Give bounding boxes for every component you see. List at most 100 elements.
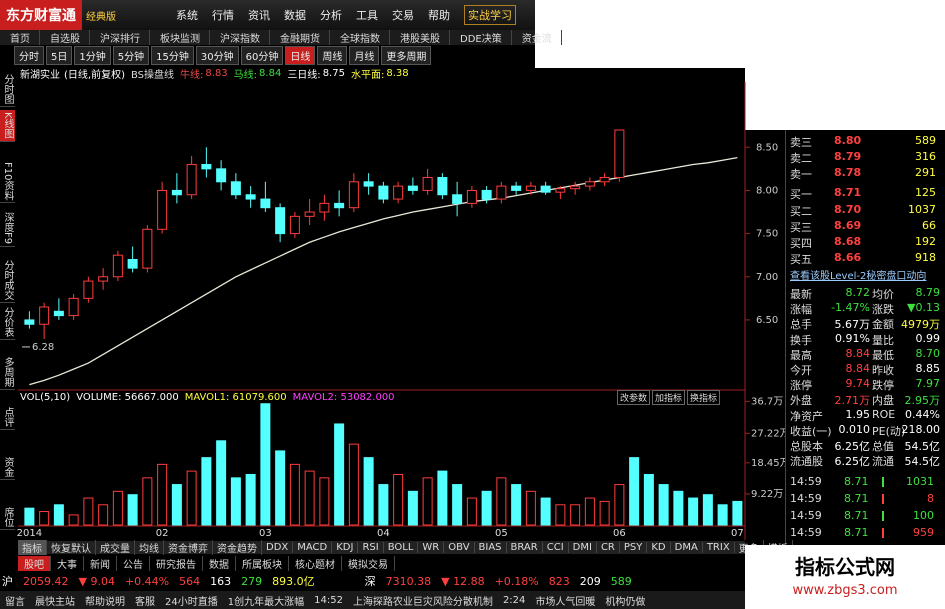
indicator-tab[interactable]: WR [418, 542, 445, 553]
info-tab[interactable]: 大事 [51, 556, 84, 571]
book-side: 买四 [790, 237, 812, 250]
indicator-tab[interactable]: 资金博弈 [164, 540, 213, 555]
book-volume: 1037 [908, 203, 936, 216]
indicator-tab[interactable]: BRAR [507, 542, 543, 553]
side-tab[interactable]: 多周期 [0, 355, 15, 390]
indicator-tab[interactable]: PSY [620, 542, 648, 553]
menu-item[interactable]: 帮助 [428, 9, 450, 22]
indicator-tab[interactable]: 成交量 [96, 540, 135, 555]
indicator-tab[interactable]: KD [647, 542, 671, 553]
volume-bar [319, 477, 330, 526]
status-item[interactable]: 晨快主站 [35, 596, 75, 608]
indicator-tab[interactable]: 资金趋势 [213, 540, 262, 555]
nav-item[interactable]: 沪深排行 [90, 30, 150, 45]
info-tab[interactable]: 核心题材 [289, 556, 342, 571]
menu-item[interactable]: 资讯 [248, 9, 270, 22]
info-tab[interactable]: 研究报告 [150, 556, 203, 571]
status-item[interactable]: 帮助说明 [85, 596, 125, 608]
tick-price: 8.71 [844, 526, 869, 539]
period-tab[interactable]: 日线 [285, 46, 316, 65]
quote-label: 流通股 [790, 455, 823, 469]
y-tick-label: 36.7万 [751, 396, 783, 407]
menu-item[interactable]: 工具 [356, 9, 378, 22]
indicator-tab[interactable]: OBV [444, 542, 475, 553]
status-item[interactable]: 客服 [135, 596, 155, 608]
indicator-tab[interactable]: CR [597, 542, 620, 553]
period-tab[interactable]: 60分钟 [240, 46, 284, 65]
quote-value: 8.79 [915, 286, 941, 299]
period-tab[interactable]: 30分钟 [195, 46, 239, 65]
quote-label: 总手 [790, 318, 812, 332]
menu-item[interactable]: 行情 [212, 9, 234, 22]
indicator-tab[interactable]: KDJ [332, 542, 359, 553]
side-tab[interactable]: 点评 [0, 405, 15, 430]
indicator-tab[interactable]: TRIX [703, 542, 735, 553]
menu-item[interactable]: 分析 [320, 9, 342, 22]
nav-item[interactable]: 港股美股 [390, 30, 450, 45]
tick-price: 8.71 [844, 509, 869, 522]
nav-item[interactable]: 板块监测 [150, 30, 210, 45]
side-tab[interactable]: 深度F9 [0, 210, 15, 248]
status-item[interactable]: 24小时直播 [165, 596, 218, 608]
level2-link[interactable]: 查看该股Level-2秘密盘口动向 [790, 271, 927, 282]
nav-item[interactable]: 全球指数 [330, 30, 390, 45]
indicator-value: 8.83 [205, 67, 228, 79]
nav-item[interactable]: 资金流 [512, 30, 562, 45]
side-tab[interactable]: 席位 [0, 505, 15, 530]
quote-label: 涨停 [790, 379, 812, 393]
side-tab[interactable]: 分时图 [0, 72, 15, 107]
indicator-tab[interactable]: BOLL [384, 542, 419, 553]
volume-bar [614, 484, 625, 526]
indicator-tab[interactable]: DDX [262, 542, 294, 553]
indicator-button[interactable]: 加指标 [652, 389, 686, 405]
indicator-tab[interactable]: DMI [569, 542, 597, 553]
candle-body [127, 259, 138, 269]
status-item[interactable]: 留言 [5, 596, 25, 608]
volume-bar [289, 463, 300, 526]
side-tab[interactable]: F10资料 [0, 160, 15, 204]
info-tab[interactable]: 数据 [203, 556, 236, 571]
indicator-tab[interactable]: 指标 [18, 540, 47, 555]
indicator-tab[interactable]: CCI [543, 542, 569, 553]
learn-button[interactable]: 实战学习 [464, 5, 516, 25]
info-tab[interactable]: 所属板块 [236, 556, 289, 571]
info-tab[interactable]: 模拟交易 [342, 556, 395, 571]
volume-bar [275, 450, 286, 526]
indicator-button[interactable]: 换指标 [687, 389, 721, 405]
period-tab[interactable]: 15分钟 [151, 46, 194, 65]
nav-item[interactable]: 自选股 [40, 30, 90, 45]
candle-body [39, 306, 50, 325]
menu-item[interactable]: 系统 [176, 9, 198, 22]
volume-bar [53, 504, 64, 526]
period-tab[interactable]: 更多周期 [381, 46, 432, 65]
candle-body [319, 202, 330, 213]
indicator-tab[interactable]: BIAS [475, 542, 507, 553]
info-tab[interactable]: 公告 [117, 556, 150, 571]
period-tab[interactable]: 月线 [349, 46, 380, 65]
candle-body [584, 181, 595, 187]
nav-item[interactable]: 金融期货 [270, 30, 330, 45]
period-tab[interactable]: 5分钟 [112, 46, 150, 65]
info-tab[interactable]: 新闻 [84, 556, 117, 571]
indicator-tab[interactable]: 恢复默认 [47, 540, 96, 555]
period-tab[interactable]: 5日 [46, 46, 73, 65]
indicator-tab[interactable]: 均线 [135, 540, 164, 555]
nav-item[interactable]: 沪深指数 [210, 30, 270, 45]
side-tab[interactable]: 分价表 [0, 305, 15, 340]
info-tab[interactable]: 股吧 [18, 556, 51, 571]
indicator-tab[interactable]: DMA [671, 542, 703, 553]
nav-item[interactable]: 首页 [0, 30, 40, 45]
menu-item[interactable]: 数据 [284, 9, 306, 22]
indicator-button[interactable]: 改参数 [617, 389, 651, 405]
nav-item[interactable]: DDE决策 [450, 30, 512, 45]
period-tab[interactable]: 1分钟 [74, 46, 111, 65]
period-tab[interactable]: 周线 [317, 46, 348, 65]
period-tab[interactable]: 分时 [14, 46, 44, 65]
side-tab[interactable]: 资金 [0, 455, 15, 480]
quote-label: 换手 [790, 333, 812, 347]
side-tab[interactable]: 分时成交 [0, 258, 15, 303]
side-tab[interactable]: K线图 [0, 110, 15, 142]
menu-item[interactable]: 交易 [392, 9, 414, 22]
indicator-tab[interactable]: RSI [358, 542, 384, 553]
indicator-tab[interactable]: MACD [293, 542, 333, 553]
